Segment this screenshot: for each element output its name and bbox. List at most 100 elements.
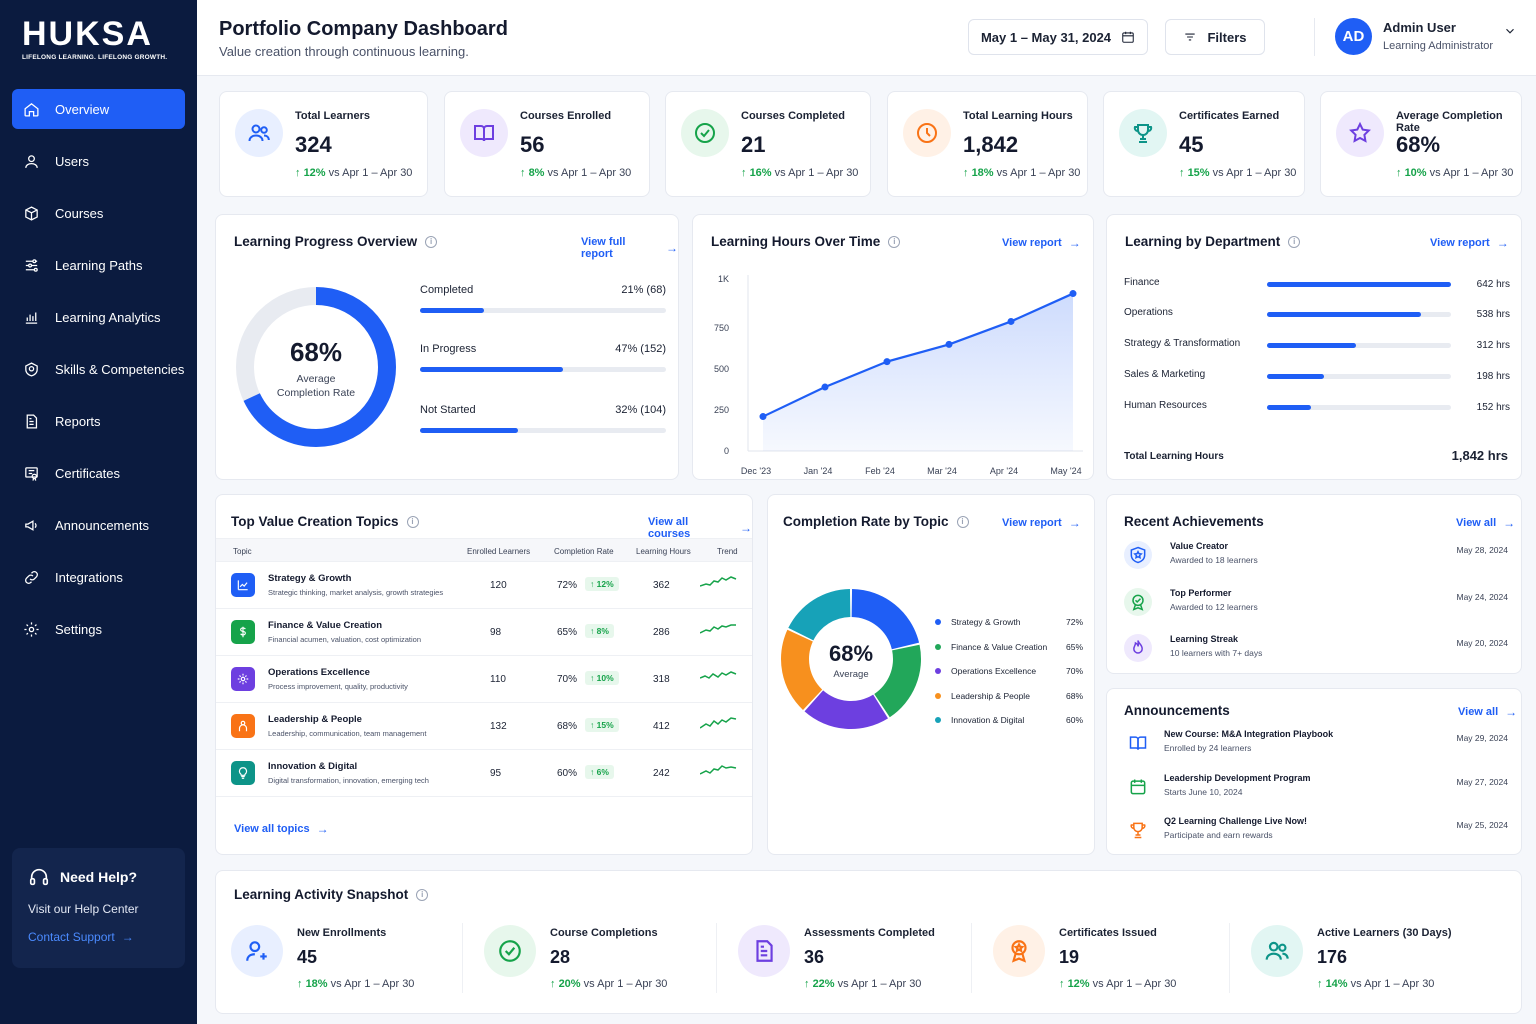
announcement-icon-wrap [1124,729,1152,757]
announcement-item[interactable]: New Course: M&A Integration Playbook Enr… [1124,727,1508,763]
department-row: Sales & Marketing 198 hrs [1124,369,1510,385]
certificate-icon [24,466,38,481]
kpi-card[interactable]: Average Completion Rate 68% ↑ 10% vs Apr… [1320,91,1522,197]
sidebar-item-settings[interactable]: Settings [12,609,185,649]
department-name: Human Resources [1124,400,1207,411]
achievement-item[interactable]: Top Performer Awarded to 12 learners May… [1124,586,1508,622]
table-row[interactable]: Innovation & Digital Digital transformat… [216,751,752,797]
snapshot-label: Active Learners (30 Days) [1317,927,1452,939]
topics-card: Top Value Creation Topics i View all cour… [215,494,753,855]
user-name[interactable]: Admin User [1383,20,1456,35]
sidebar-item-label: Overview [55,101,110,117]
logo[interactable]: HUKSA LIFELONG LEARNING. LIFELONG GROWTH… [22,16,167,61]
filters-button[interactable]: Filters [1165,19,1265,55]
table-row[interactable]: Strategy & Growth Strategic thinking, ma… [216,563,752,609]
view-report-link[interactable]: View report → [1002,516,1081,530]
view-all-announcements-link[interactable]: View all → [1458,705,1518,719]
info-icon[interactable]: i [416,888,429,901]
announcement-subtitle: Enrolled by 24 learners [1164,743,1252,753]
user-menu-toggle[interactable] [1503,24,1517,43]
department-row: Operations 538 hrs [1124,307,1510,323]
view-all-courses-link[interactable]: View all courses → [648,516,752,540]
legend-label: Innovation & Digital [951,715,1025,726]
kpi-label: Courses Completed [741,110,845,122]
table-row[interactable]: Leadership & People Leadership, communic… [216,704,752,750]
kpi-value: 45 [1179,132,1204,157]
card-title: Learning by Department i [1125,234,1301,249]
kpi-card[interactable]: Courses Enrolled 56 ↑ 8% vs Apr 1 – Apr … [444,91,650,197]
department-fill [1267,374,1324,379]
y-tick-label: 0 [724,446,729,456]
achievement-item[interactable]: Learning Streak 10 learners with 7+ days… [1124,632,1508,668]
data-point [821,383,829,391]
sidebar-item-courses[interactable]: Courses [12,193,185,233]
sidebar-item-label: Reports [55,413,101,429]
topic-rate: 60% [557,768,578,779]
date-range-picker[interactable]: May 1 – May 31, 2024 [968,19,1148,55]
kpi-card[interactable]: Certificates Earned 45 ↑ 15% vs Apr 1 – … [1103,91,1305,197]
topic-hours: 286 [653,627,670,638]
legend-label: Operations Excellence [951,666,1037,677]
sidebar-item-overview[interactable]: Overview [12,89,185,129]
kpi-card[interactable]: Total Learners 324 ↑ 12% vs Apr 1 – Apr … [219,91,428,197]
sidebar-item-users[interactable]: Users [12,141,185,181]
contact-support-link[interactable]: Contact Support → [28,930,134,944]
view-full-report-link[interactable]: View full report → [581,236,678,260]
department-track [1267,374,1451,379]
kpi-card[interactable]: Total Learning Hours 1,842 ↑ 18% vs Apr … [887,91,1088,197]
topic-icon-wrap [231,573,255,597]
achievement-item[interactable]: Value Creator Awarded to 18 learners May… [1124,539,1508,575]
sidebar-item-certificates[interactable]: Certificates [12,453,185,493]
topic-name: Leadership & People [268,714,362,725]
snapshot-item: Assessments Completed 36 ↑ 22% vs Apr 1 … [738,923,988,993]
user-icon [22,152,40,170]
info-icon[interactable]: i [888,235,901,248]
date-range-label: May 1 – May 31, 2024 [980,29,1112,45]
kpi-card[interactable]: Courses Completed 21 ↑ 16% vs Apr 1 – Ap… [665,91,871,197]
arrow-up-icon: ↑ [520,167,526,179]
progress-row: Completed 21% (68) [420,284,666,313]
legend-label: Strategy & Growth [951,617,1021,627]
progress-fill [420,308,485,313]
dollar-icon [240,626,246,638]
progress-label: In Progress [420,343,477,355]
kpi-label: Total Learning Hours [963,110,1073,122]
pie-slice [851,589,920,650]
view-all-achievements-link[interactable]: View all → [1456,516,1516,530]
view-report-link[interactable]: View report → [1002,236,1081,250]
sidebar-item-learning-analytics[interactable]: Learning Analytics [12,297,185,337]
completion-by-topic-card: Completion Rate by Topic i View report → 6… [767,494,1095,855]
help-title: Need Help? [28,866,169,888]
view-report-link[interactable]: View report → [1430,236,1509,250]
achievement-icon-wrap [1124,587,1152,616]
view-all-topics-link[interactable]: View all topics → [234,822,329,836]
home-icon [22,100,40,118]
table-row[interactable]: Operations Excellence Process improvemen… [216,657,752,703]
avatar[interactable]: AD [1335,18,1372,55]
report-icon [26,413,37,429]
achievement-title: Top Performer [1170,587,1232,598]
sidebar-item-integrations[interactable]: Integrations [12,557,185,597]
info-icon[interactable]: i [425,235,438,248]
info-icon[interactable]: i [1288,235,1301,248]
snapshot-icon-wrap [738,925,790,977]
shield-icon [1130,546,1146,564]
sidebar-item-skills-competencies[interactable]: Skills & Competencies [12,349,185,389]
announcement-item[interactable]: Q2 Learning Challenge Live Now! Particip… [1124,814,1508,850]
x-tick-label: Apr '24 [990,466,1018,476]
snapshot-delta: ↑ 14% vs Apr 1 – Apr 30 [1317,978,1435,990]
table-row[interactable]: Finance & Value Creation Financial acume… [216,610,752,656]
total-hours-value: 1,842 hrs [1451,448,1508,463]
department-hours: 152 hrs [1476,402,1510,413]
announcement-item[interactable]: Leadership Development Program Starts Ju… [1124,771,1508,807]
info-icon[interactable]: i [956,515,969,528]
department-track [1267,343,1451,348]
series-line [762,292,1074,418]
sidebar-item-announcements[interactable]: Announcements [12,505,185,545]
achievement-subtitle: 10 learners with 7+ days [1170,648,1263,658]
arrow-up-icon: ↑ [297,978,303,990]
sidebar-item-reports[interactable]: Reports [12,401,185,441]
achievement-subtitle: Awarded to 18 learners [1170,555,1258,565]
info-icon[interactable]: i [406,515,419,528]
sidebar-item-learning-paths[interactable]: Learning Paths [12,245,185,285]
